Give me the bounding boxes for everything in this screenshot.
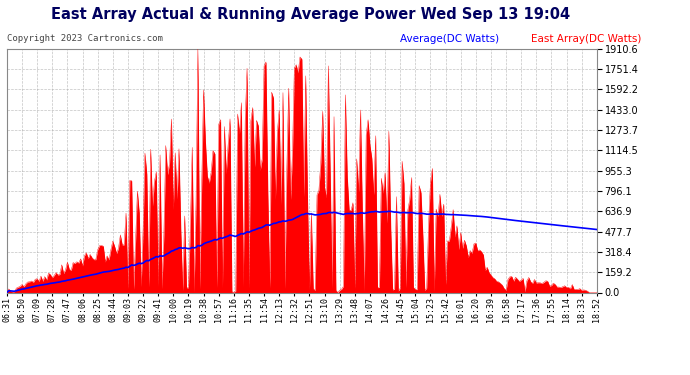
Text: East Array Actual & Running Average Power Wed Sep 13 19:04: East Array Actual & Running Average Powe… — [51, 8, 570, 22]
Text: Average(DC Watts): Average(DC Watts) — [400, 34, 500, 44]
Text: Copyright 2023 Cartronics.com: Copyright 2023 Cartronics.com — [7, 34, 163, 43]
Text: East Array(DC Watts): East Array(DC Watts) — [531, 34, 642, 44]
